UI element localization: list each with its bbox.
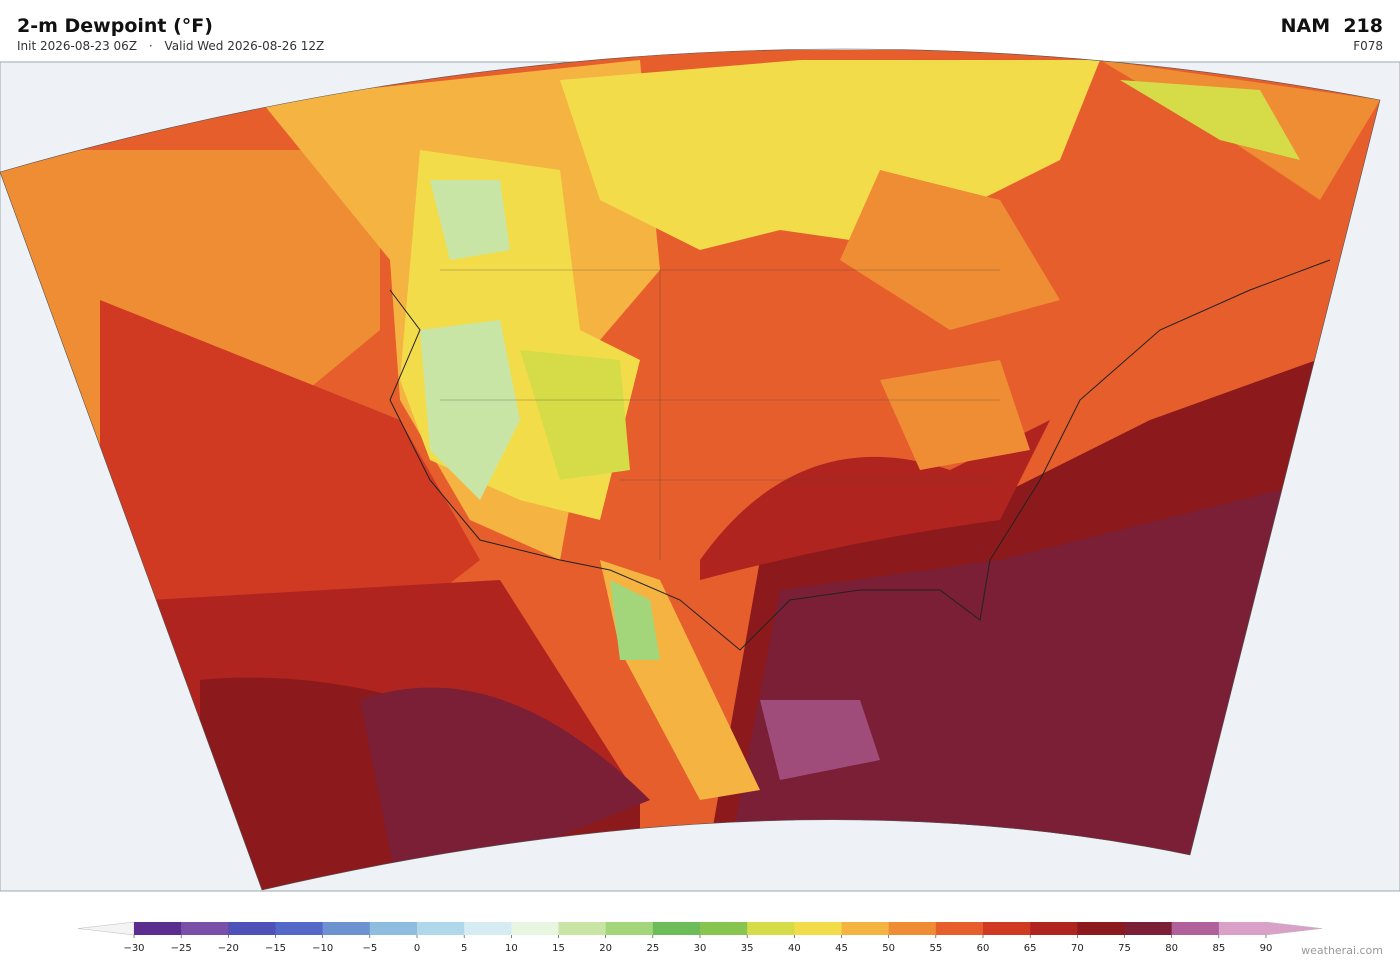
colorbar-segment (700, 922, 748, 935)
colorbar-segment (1218, 922, 1267, 935)
colorbar-tick-label: 30 (694, 943, 707, 954)
colorbar-segment (369, 922, 418, 935)
colorbar-segment (652, 922, 701, 935)
colorbar-segment (1030, 922, 1078, 935)
colorbar-segment (935, 922, 984, 935)
colorbar-tick-label: 25 (646, 943, 659, 954)
colorbar-tick-label: 50 (882, 943, 895, 954)
colorbar-segment (1124, 922, 1172, 935)
colorbar-segment (228, 922, 276, 935)
colorbar-tick-label: −20 (218, 943, 239, 954)
colorbar-segment (417, 922, 465, 935)
colorbar-tick-label: 70 (1071, 943, 1084, 954)
colorbar-tick-label: 10 (505, 943, 518, 954)
colorbar-tick-label: 0 (414, 943, 420, 954)
colorbar-tick-label: 40 (788, 943, 801, 954)
colorbar-segment (464, 922, 512, 935)
colorbar-tick-label: 45 (835, 943, 848, 954)
colorbar-segment (1171, 922, 1220, 935)
colorbar-segment (841, 922, 889, 935)
colorbar-segment (983, 922, 1031, 935)
colorbar-tick-label: 15 (552, 943, 565, 954)
colorbar-tick-label: 55 (929, 943, 942, 954)
watermark: weatherai.com (1301, 944, 1383, 957)
model-name: NAM 218 (1280, 15, 1383, 37)
colorbar-tick-label: −5 (362, 943, 377, 954)
colorbar-segment (322, 922, 371, 935)
coastline (389, 259, 1331, 651)
colorbar-over (1265, 921, 1323, 936)
colorbar-tick-label: 5 (461, 943, 467, 954)
colorbar-segment (605, 922, 654, 935)
colorbar-tick-label: −10 (312, 943, 333, 954)
colorbar-under (77, 921, 135, 936)
title: 2-m Dewpoint (°F) (17, 15, 213, 37)
colorbar-segment (275, 922, 323, 935)
colorbar-tick-label: 90 (1260, 943, 1273, 954)
forecast-hour: F078 (1353, 39, 1383, 53)
colorbar-tick-label: 75 (1118, 943, 1131, 954)
colorbar-tick-label: 85 (1212, 943, 1225, 954)
subtitle: Init 2026-08-23 06Z · Valid Wed 2026-08-… (17, 39, 324, 53)
colorbar-segment (511, 922, 559, 935)
colorbar-segment (794, 922, 842, 935)
dewpoint-field (0, 50, 1380, 891)
colorbar-segment (558, 922, 606, 935)
colorbar-tick-label: 80 (1165, 943, 1178, 954)
borders (440, 269, 1000, 560)
colorbar-tick-label: 65 (1024, 943, 1037, 954)
colorbar-tick-label: −15 (265, 943, 286, 954)
colorbar-tick-label: 20 (599, 943, 612, 954)
colorbar-segment (181, 922, 229, 935)
colorbar-tick-label: −25 (171, 943, 192, 954)
colorbar-segment (134, 922, 182, 935)
colorbar-tick-label: 35 (741, 943, 754, 954)
colorbar-segment (888, 922, 937, 935)
domain-outline (0, 48, 1381, 891)
colorbar-tick-label: 60 (977, 943, 990, 954)
colorbar-tick-label: −30 (123, 943, 144, 954)
colorbar-segment (747, 922, 795, 935)
init-time: Init 2026-08-23 06Z (17, 39, 138, 53)
colorbar: −30 −25 −20 −15 −10 −5 0 5 10 15 20 25 30 35 40 45 50 55 6… (77, 921, 1323, 954)
valid-time: Valid Wed 2026-08-26 12Z (164, 39, 325, 53)
separator: · (148, 39, 153, 53)
colorbar-segment (1077, 922, 1125, 935)
